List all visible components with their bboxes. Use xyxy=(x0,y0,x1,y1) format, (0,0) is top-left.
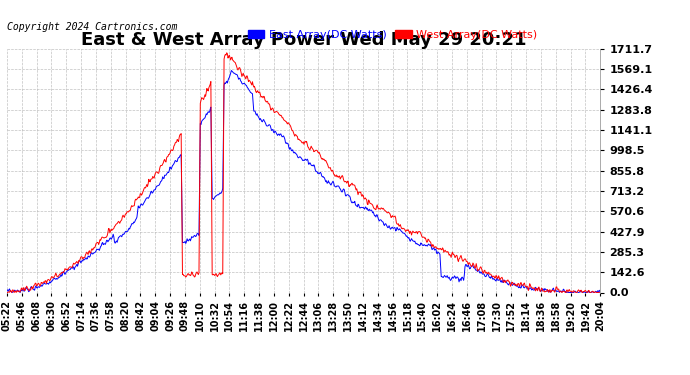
West Array(DC Watts) xyxy=(157,163,166,168)
East Array(DC Watts) xyxy=(426,243,435,247)
West Array(DC Watts) xyxy=(68,265,76,270)
East Array(DC Watts) xyxy=(596,288,604,292)
West Array(DC Watts) xyxy=(451,254,459,258)
West Array(DC Watts) xyxy=(3,290,11,295)
Text: Copyright 2024 Cartronics.com: Copyright 2024 Cartronics.com xyxy=(7,22,177,33)
East Array(DC Watts) xyxy=(451,274,460,279)
Line: West Array(DC Watts): West Array(DC Watts) xyxy=(7,53,600,292)
East Array(DC Watts) xyxy=(16,290,24,295)
West Array(DC Watts) xyxy=(596,290,604,294)
East Array(DC Watts) xyxy=(227,68,235,73)
West Array(DC Watts) xyxy=(426,239,434,244)
Title: East & West Array Power Wed May 29 20:21: East & West Array Power Wed May 29 20:21 xyxy=(81,31,526,49)
Line: East Array(DC Watts): East Array(DC Watts) xyxy=(7,70,600,292)
West Array(DC Watts) xyxy=(223,51,231,55)
Legend: East Array(DC Watts), West Array(DC Watts): East Array(DC Watts), West Array(DC Watt… xyxy=(243,25,542,44)
East Array(DC Watts) xyxy=(68,266,77,271)
East Array(DC Watts) xyxy=(516,286,524,290)
East Array(DC Watts) xyxy=(158,178,166,182)
East Array(DC Watts) xyxy=(257,119,266,123)
West Array(DC Watts) xyxy=(257,95,265,99)
East Array(DC Watts) xyxy=(3,287,11,292)
West Array(DC Watts) xyxy=(515,284,524,288)
